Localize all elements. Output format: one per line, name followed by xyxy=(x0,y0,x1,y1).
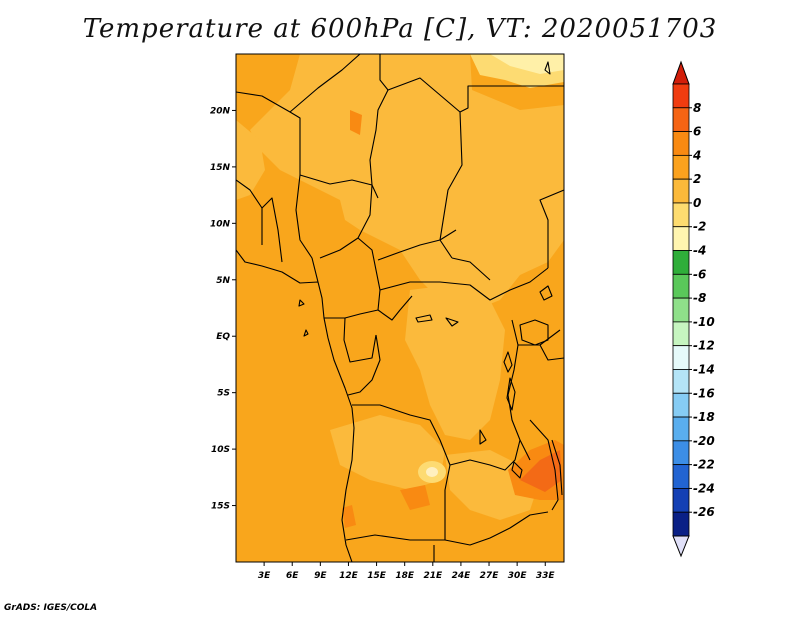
colorbar-top-arrow xyxy=(672,60,690,85)
lat-tick-label: 15S xyxy=(211,502,230,512)
field-region-warm-south xyxy=(400,485,430,510)
field-region-warm-sahel xyxy=(350,110,362,135)
lat-tick-label: 5S xyxy=(217,389,230,399)
colorbar-segment xyxy=(672,226,690,251)
colorbar-label: -14 xyxy=(693,362,715,376)
colorbar-segment xyxy=(672,488,690,513)
colorbar-segment xyxy=(672,369,690,394)
lon-tick-label: 18E xyxy=(395,571,415,581)
lon-tick-label: 9E xyxy=(314,571,327,581)
colorbar-segment xyxy=(672,297,690,323)
colorbar-label: 4 xyxy=(692,148,701,162)
lon-tick-label: 3E xyxy=(258,571,271,581)
lon-tick-label: 6E xyxy=(286,571,299,581)
grads-credit: GrADS: IGES/COLA xyxy=(4,603,98,613)
longitude-axis: 3E 6E 9E 12E 15E 18E 21E 24E 27E 30E 33E xyxy=(258,562,556,581)
colorbar-segment xyxy=(672,345,690,370)
temperature-field xyxy=(236,54,564,562)
lat-tick-label: EQ xyxy=(216,332,230,342)
lat-tick-label: 5N xyxy=(216,276,230,286)
field-region-warm-east-hot xyxy=(520,450,562,492)
colorbar-segment xyxy=(672,273,690,299)
lat-tick-label: 15N xyxy=(210,163,231,173)
field-region-south-cool xyxy=(330,415,445,490)
colorbar-label: -10 xyxy=(693,315,715,329)
lon-tick-label: 21E xyxy=(423,571,443,581)
lon-tick-label: 30E xyxy=(508,571,528,581)
colorbar-label: -16 xyxy=(693,386,715,400)
country-borders xyxy=(236,54,564,562)
field-region-north-cool xyxy=(250,54,564,312)
colorbar-segment xyxy=(672,321,690,347)
colorbar-segment xyxy=(672,440,690,466)
colorbar-segment xyxy=(672,83,690,109)
lon-tick-label: 15E xyxy=(367,571,387,581)
colorbar-segment xyxy=(672,178,690,204)
colorbar-label: -2 xyxy=(693,220,706,234)
colorbar-label: -24 xyxy=(693,481,715,495)
colorbar-segment xyxy=(672,250,690,275)
colorbar-label: -18 xyxy=(693,410,715,424)
colorbar-label: -20 xyxy=(693,434,715,448)
colorbar-segment xyxy=(672,107,690,132)
field-region-north-cool-2 xyxy=(236,120,265,200)
colorbar-label: -4 xyxy=(693,244,706,258)
colorbar-label: -22 xyxy=(693,458,715,472)
colorbar-label: 2 xyxy=(693,172,701,186)
colorbar-label: 8 xyxy=(693,101,701,115)
colorbar-segment xyxy=(672,511,690,537)
colorbar-segment xyxy=(672,131,690,156)
lat-tick-label: 10N xyxy=(210,219,231,229)
colorbar-label: -26 xyxy=(693,505,715,519)
lon-tick-label: 12E xyxy=(339,571,359,581)
field-region-central-cool xyxy=(405,285,505,440)
colorbar-segment xyxy=(672,202,690,228)
map-title: Temperature at 600hPa [C], VT: 202005170… xyxy=(82,14,718,44)
lat-tick-label: 10S xyxy=(211,445,230,455)
colorbar-label: -12 xyxy=(693,339,715,353)
colorbar-segment xyxy=(672,416,690,442)
lon-tick-label: 33E xyxy=(536,571,556,581)
colorbar-label: -6 xyxy=(693,267,706,281)
colorbar-label: -8 xyxy=(693,291,706,305)
colorbar-segment xyxy=(672,464,690,489)
colorbar-label: 6 xyxy=(693,125,701,139)
map-frame xyxy=(235,53,565,563)
lon-tick-label: 24E xyxy=(452,571,472,581)
lon-tick-label: 27E xyxy=(480,571,500,581)
colorbar-segment xyxy=(672,154,690,180)
lat-tick-label: 20N xyxy=(210,106,231,116)
colorbar-segment xyxy=(672,392,690,418)
colorbar: 8 6 4 2 0 -2 -4 -6 -8 -10 -12 -14 -16 -18 -20 -22 -24 -26 xyxy=(672,60,715,558)
latitude-axis: 20N 15N 10N 5N EQ 5S 10S 15S xyxy=(210,106,236,512)
colorbar-label: 0 xyxy=(693,196,701,210)
colorbar-bottom-arrow xyxy=(672,535,690,558)
